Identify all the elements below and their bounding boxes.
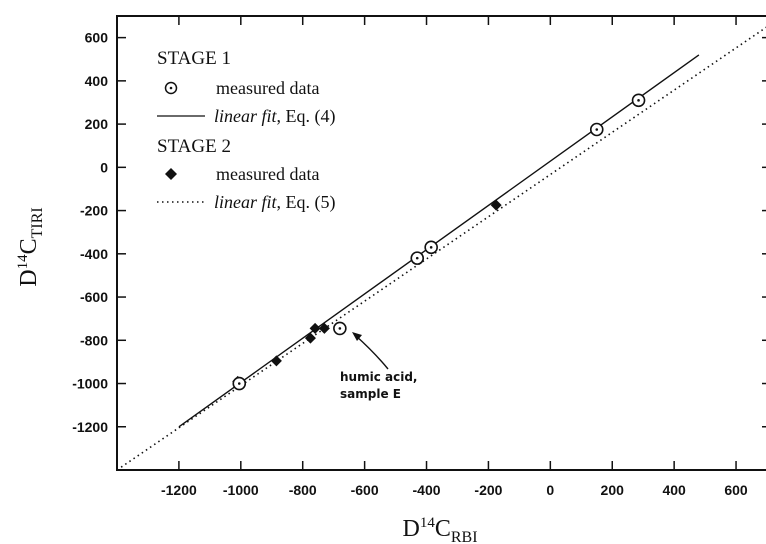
stage1-point-dot: [237, 382, 241, 385]
y-axis-title: D14CTIRI: [15, 207, 46, 286]
annotation-line-1: humic acid,: [340, 370, 417, 384]
axis-ticks: [117, 16, 766, 470]
tick-labels: -1200 -1000 -800 -600 -400 -200 0 200 400 600 -120…: [72, 30, 748, 498]
stage1-point-dot: [595, 128, 599, 131]
x-tick-label: 400: [662, 482, 686, 498]
legend-stage2-fit-suffix: , Eq. (5): [277, 192, 336, 213]
x-axis-title-sup: 14: [420, 515, 436, 531]
y-axis-title-group: D14CTIRI: [15, 207, 46, 286]
x-tick-label: -800: [289, 482, 317, 498]
y-tick-label: 200: [85, 116, 109, 132]
stage1-point-dot: [429, 246, 433, 249]
stage2-point: [318, 322, 330, 334]
legend-stage1-fit-label: linear fit: [214, 106, 277, 126]
legend-stage2-data-label: measured data: [216, 164, 319, 184]
legend-stage1-data-label: measured data: [216, 78, 319, 98]
x-tick-label: -200: [474, 482, 502, 498]
legend-stage2-fit-label: linear fit: [214, 192, 277, 212]
y-tick-label: -1000: [72, 376, 108, 392]
y-tick-label: -1200: [72, 419, 108, 435]
plot-frame: [116, 15, 766, 471]
x-axis-title-sub: RBI: [451, 529, 478, 544]
stage1-point-dot: [415, 256, 419, 260]
x-axis-title-main: C: [435, 516, 451, 542]
x-tick-label: -600: [351, 482, 379, 498]
x-tick-label: -1000: [223, 482, 259, 498]
stage2-point: [490, 199, 502, 211]
y-tick-label: -400: [80, 246, 108, 262]
legend-circle-marker-icon: [164, 81, 178, 95]
y-tick-label: -200: [80, 203, 108, 219]
y-axis-title-sub: TIRI: [29, 207, 46, 238]
y-tick-label: 400: [85, 73, 109, 89]
legend-stage1-fit-suffix: , Eq. (4): [277, 106, 336, 127]
y-tick-label: 600: [85, 30, 109, 46]
x-axis-title: D14CRBI: [402, 515, 477, 544]
legend-diamond-marker-icon: [165, 168, 177, 180]
y-axis-title-sup: 14: [15, 254, 31, 270]
stage2-point: [309, 322, 321, 334]
annotation-line-2: sample E: [340, 387, 401, 401]
x-tick-label: 0: [546, 482, 554, 498]
legend-stage2-fit: linear fit, Eq. (5): [214, 192, 335, 213]
stage2-point: [304, 332, 316, 344]
stage2-points: [232, 199, 502, 388]
x-tick-label: -1200: [161, 482, 197, 498]
y-tick-label: -800: [80, 332, 108, 348]
stage1-point-dot: [338, 327, 342, 330]
annotation-arrow: [354, 334, 389, 370]
legend-stage1-heading: STAGE 1: [157, 48, 231, 69]
x-axis-title-base: D: [402, 516, 419, 542]
y-tick-label: 0: [100, 159, 108, 175]
y-axis-title-main: C: [16, 238, 42, 254]
stage2-point: [270, 355, 282, 367]
legend-stage2-heading: STAGE 2: [157, 136, 231, 157]
legend-stage1-fit: linear fit, Eq. (4): [214, 106, 335, 127]
stage1-point-dot: [637, 99, 640, 102]
x-tick-label: 600: [724, 482, 748, 498]
y-axis-title-base: D: [16, 269, 42, 286]
x-tick-label: -400: [413, 482, 441, 498]
annotation-arrowhead-icon: [352, 332, 362, 341]
annotation: humic acid, sample E: [340, 332, 417, 401]
x-tick-label: 200: [601, 482, 625, 498]
y-tick-label: -600: [80, 289, 108, 305]
stage1-points: [232, 93, 646, 391]
legend: STAGE 1 measured data linear fit, Eq. (4…: [157, 48, 335, 213]
fit-line-stage2: [116, 26, 766, 471]
fit-line-stage1: [178, 54, 700, 428]
